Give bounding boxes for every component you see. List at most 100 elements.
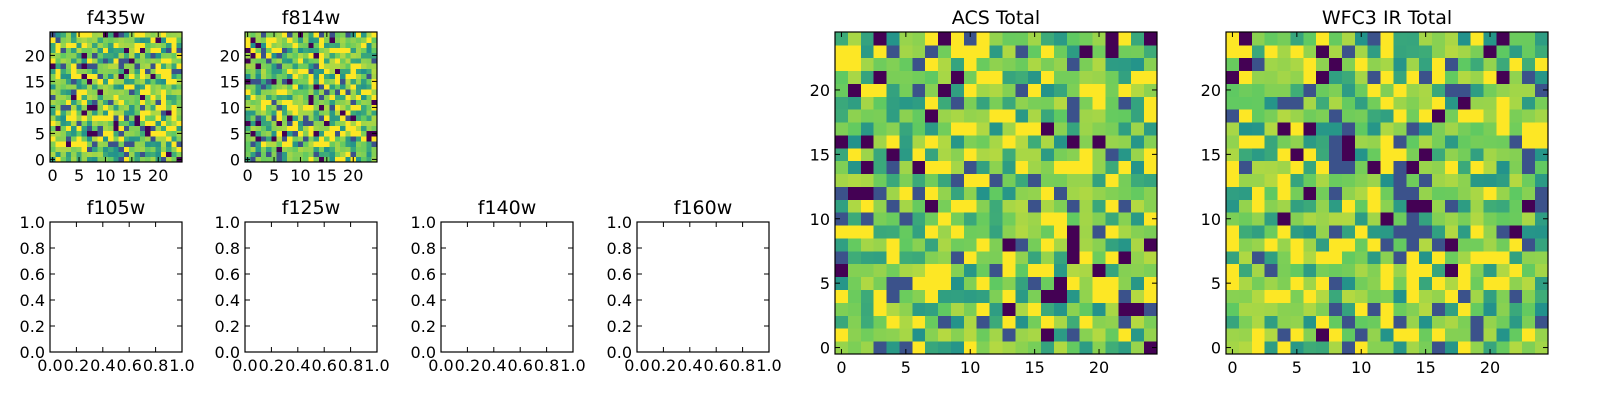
y-tick-label: 0 [35, 150, 45, 169]
heatmap-cell [123, 125, 130, 132]
heatmap-cell [1367, 83, 1381, 97]
heatmap-cell [1144, 122, 1158, 136]
heatmap-cell [1226, 147, 1240, 162]
heatmap-cell [329, 52, 336, 59]
heatmap-cell [55, 99, 61, 106]
heatmap-cell [1015, 328, 1029, 342]
heatmap-cell [345, 120, 351, 126]
y-tick-label: 20 [810, 81, 830, 100]
heatmap-cell [145, 47, 151, 54]
heatmap-cell [245, 68, 251, 74]
heatmap-cell [1367, 225, 1381, 239]
heatmap-cell [292, 84, 299, 90]
heatmap-cell [1041, 341, 1055, 355]
heatmap-cell [1066, 83, 1081, 97]
heatmap-cell [1432, 328, 1446, 342]
heatmap-cell [1329, 315, 1343, 329]
heatmap-cell [1053, 263, 1068, 278]
heatmap-cell [92, 146, 98, 152]
heatmap-cell [989, 276, 1003, 290]
heatmap-cell [1393, 160, 1407, 175]
heatmap-cell [81, 115, 88, 121]
heatmap-cell [166, 130, 172, 137]
heatmap-cell [1041, 302, 1055, 316]
heatmap-cell [266, 52, 272, 59]
heatmap-cell [86, 89, 93, 95]
heatmap-cell [1053, 341, 1068, 355]
heatmap-cell [297, 136, 304, 142]
heatmap-cell [976, 328, 990, 342]
heatmap-cell [860, 186, 875, 200]
heatmap-cell [1092, 96, 1106, 110]
heatmap-cell [1015, 250, 1029, 265]
heatmap-cell [1341, 109, 1356, 123]
heatmap-cell [324, 130, 330, 137]
heatmap-cell [835, 225, 849, 239]
y-tick-label: 0.2 [607, 317, 632, 336]
heatmap-cell [350, 78, 357, 85]
heatmap-cell [1105, 199, 1119, 213]
x-tick-label: 15 [1024, 358, 1044, 377]
heatmap-cell [60, 78, 67, 85]
heatmap-cell [150, 141, 156, 147]
heatmap-cell [308, 32, 315, 38]
heatmap-cell [1041, 250, 1055, 265]
heatmap-cell [1316, 122, 1330, 136]
heatmap-cell [318, 84, 325, 90]
heatmap-cell [1316, 96, 1330, 110]
heatmap-cell [76, 120, 83, 126]
heatmap-cell [303, 32, 309, 38]
heatmap-cell [297, 42, 304, 48]
heatmap-cell [97, 78, 104, 85]
heatmap-cell [329, 47, 336, 54]
heatmap-cell [1380, 276, 1394, 290]
heatmap-cell [355, 52, 362, 59]
heatmap-cell [1092, 109, 1106, 123]
heatmap-cell [1105, 225, 1119, 239]
heatmap-cell [1264, 238, 1278, 252]
heatmap-cell [355, 141, 362, 147]
heatmap-cell [366, 42, 373, 48]
heatmap-cell [166, 37, 172, 43]
heatmap-cell [250, 136, 256, 142]
heatmap-cell [160, 130, 167, 137]
heatmap-cell [976, 83, 990, 97]
heatmap-cell [963, 302, 978, 316]
heatmap-cell [1105, 135, 1119, 149]
heatmap-cell [355, 73, 362, 80]
heatmap-cell [276, 156, 283, 163]
heatmap-cell [281, 125, 288, 132]
heatmap-cell [1509, 57, 1523, 72]
heatmap-cell [266, 68, 272, 74]
heatmap-cell [303, 78, 309, 85]
heatmap-cell [139, 58, 146, 64]
heatmap-cell [925, 328, 939, 342]
heatmap-cell [1105, 302, 1119, 316]
heatmap-cell [129, 73, 135, 80]
heatmap-cell [350, 115, 357, 121]
heatmap-cell [255, 120, 262, 126]
heatmap-cell [1535, 83, 1549, 97]
heatmap-cell [1264, 70, 1278, 84]
heatmap-cell [1329, 57, 1343, 72]
heatmap-cell [81, 110, 88, 116]
heatmap-cell [313, 151, 320, 158]
heatmap-cell [308, 130, 315, 137]
heatmap-cell [1341, 83, 1356, 97]
heatmap-cell [266, 156, 272, 163]
heatmap-cell [71, 37, 77, 43]
heatmap-cell [860, 135, 875, 149]
heatmap-cell [1483, 199, 1497, 213]
heatmap-cell [1066, 250, 1081, 265]
heatmap-cell [1303, 263, 1317, 278]
heatmap-cell [276, 141, 283, 147]
heatmap-cell [1393, 122, 1407, 136]
heatmap-cell [1303, 289, 1317, 303]
heatmap-cell [1002, 225, 1016, 239]
heatmap-cell [166, 151, 172, 158]
heatmap-cell [1444, 70, 1459, 84]
heatmap-cell [1509, 44, 1523, 59]
heatmap-cell [912, 44, 926, 59]
heatmap-cell [276, 63, 283, 69]
